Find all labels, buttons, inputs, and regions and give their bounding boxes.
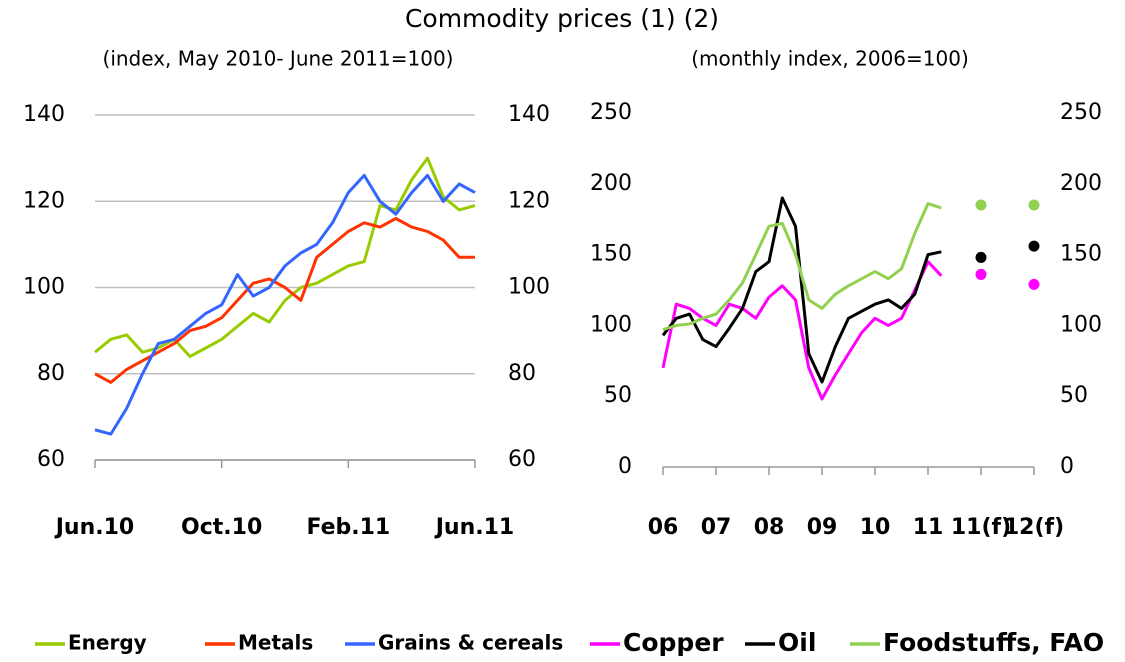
y-tick-label: 100 — [23, 275, 65, 300]
series-line — [94, 156, 476, 358]
chart-title: Commodity prices (1) (2) — [405, 4, 719, 33]
y-tick-label: 60 — [37, 447, 65, 472]
x-tick-label: 12(f) — [1004, 515, 1064, 540]
y-tick-label: 140 — [23, 102, 65, 127]
y2-tick-label: 200 — [1060, 171, 1102, 196]
chart-subtitle: (index, May 2010- June 2011=100) — [103, 47, 454, 71]
chart-subtitle: (monthly index, 2006=100) — [691, 47, 969, 71]
y-tick-label: 150 — [590, 242, 632, 267]
y2-tick-label: 100 — [1060, 312, 1102, 337]
series-line — [94, 173, 476, 436]
x-tick-label: 10 — [860, 515, 891, 540]
forecast-point — [1028, 240, 1040, 252]
x-tick-label: Jun.11 — [434, 515, 514, 540]
y2-tick-label: 100 — [508, 275, 550, 300]
forecast-point — [975, 199, 987, 211]
forecast-point — [1028, 278, 1040, 290]
forecast-point — [1028, 199, 1040, 211]
x-tick-label: Feb.11 — [306, 515, 390, 540]
series-line — [662, 202, 942, 332]
y2-tick-label: 50 — [1060, 383, 1088, 408]
y2-tick-label: 80 — [508, 361, 536, 386]
y-tick-label: 250 — [590, 100, 632, 125]
y2-tick-label: 140 — [508, 102, 550, 127]
y-tick-label: 0 — [618, 454, 632, 479]
y-tick-label: 100 — [590, 312, 632, 337]
x-tick-label: 11 — [913, 515, 944, 540]
legend-label: Energy — [68, 631, 147, 655]
legend-label: Oil — [778, 628, 816, 657]
y-tick-label: 50 — [604, 383, 632, 408]
legend-label: Metals — [238, 631, 313, 655]
x-tick-label: 08 — [754, 515, 785, 540]
legend-label: Copper — [623, 628, 724, 657]
x-tick-label: 11(f) — [951, 515, 1011, 540]
y2-tick-label: 60 — [508, 447, 536, 472]
x-tick-label: Jun.10 — [54, 515, 134, 540]
legend-label: Foodstuffs, FAO — [883, 628, 1104, 657]
y-tick-label: 200 — [590, 171, 632, 196]
y-tick-label: 80 — [37, 361, 65, 386]
series-line — [94, 217, 475, 384]
y2-tick-label: 0 — [1060, 454, 1074, 479]
y2-tick-label: 150 — [1060, 242, 1102, 267]
x-tick-label: Oct.10 — [181, 515, 262, 540]
series-line — [661, 196, 942, 384]
y2-tick-label: 250 — [1060, 100, 1102, 125]
y2-tick-label: 120 — [508, 188, 550, 213]
series-line — [661, 260, 943, 401]
x-tick-label: 06 — [648, 515, 679, 540]
forecast-point — [975, 251, 987, 263]
y-tick-label: 120 — [23, 188, 65, 213]
x-tick-label: 09 — [807, 515, 838, 540]
x-tick-label: 07 — [701, 515, 732, 540]
legend-label: Grains & cereals — [378, 631, 563, 655]
forecast-point — [975, 268, 987, 280]
